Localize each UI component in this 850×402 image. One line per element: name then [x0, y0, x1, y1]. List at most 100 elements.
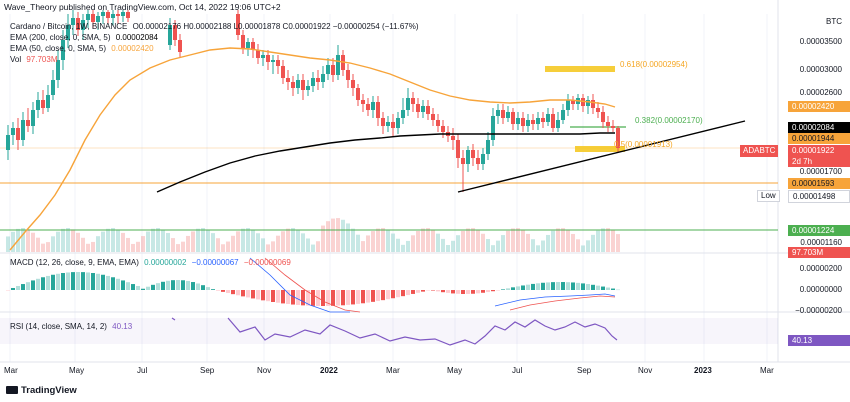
volume-bar: [286, 228, 290, 252]
macd-signal-value: −0.00000069: [243, 258, 291, 267]
macd-hist-bar: [86, 272, 90, 290]
macd-hist-bar: [376, 290, 380, 302]
rsi-legend[interactable]: RSI (14, close, SMA, 14, 2) 40.13: [10, 322, 135, 331]
macd-hist-bar: [16, 285, 20, 290]
legend-ema200-value: 0.00002084: [115, 33, 158, 42]
rsi-price-tag: 40.13: [788, 335, 850, 346]
macd-hist-bar: [211, 289, 215, 290]
candle-body: [296, 80, 300, 88]
volume-bar: [331, 218, 335, 252]
price-axis-label: 0.00001160: [800, 238, 842, 247]
macd-hist-bar: [221, 290, 225, 292]
candle-body: [381, 118, 385, 126]
volume-bar: [416, 230, 420, 252]
legend-vol-row[interactable]: Vol 97.703M: [10, 55, 61, 64]
macd-hist-bar: [141, 288, 145, 290]
macd-hist-bar: [76, 272, 80, 290]
macd-hist-bar: [356, 290, 360, 304]
macd-hist-bar: [46, 275, 50, 290]
macd-hist-bar: [346, 290, 350, 305]
candle-body: [426, 106, 430, 114]
fib-618-label: 0.618(0.00002954): [620, 60, 688, 69]
macd-hist-bar: [256, 290, 260, 300]
ema50-price-tag: 0.00002420: [788, 101, 850, 112]
candle-body: [546, 114, 550, 122]
legend-ema200-row[interactable]: EMA (200, close, 0, SMA, 5) 0.00002084: [10, 33, 161, 42]
candle-body: [561, 110, 565, 120]
price-axis-label: 0.00001700: [799, 167, 842, 176]
candle-body: [316, 78, 320, 82]
macd-hist-bar: [351, 290, 355, 305]
candle-body: [246, 42, 250, 48]
fib-5-label: 0.5(0.00001913): [614, 140, 673, 149]
macd-legend[interactable]: MACD (12, 26, close, 9, EMA, EMA) 0.0000…: [10, 258, 294, 267]
candle-body: [551, 114, 555, 128]
macd-hist-bar: [251, 290, 255, 299]
time-axis-label: Mar: [760, 366, 774, 375]
candle-body: [351, 80, 355, 88]
candle-body: [366, 104, 370, 110]
macd-signal-line: [264, 257, 616, 313]
macd-hist-bar: [586, 284, 590, 290]
macd-hist-bar: [176, 280, 180, 290]
candle-body: [261, 55, 265, 58]
volume-bar: [196, 228, 200, 252]
candle-body: [241, 35, 245, 48]
candle-body: [431, 114, 435, 120]
candle-body: [16, 128, 20, 140]
low-price-tag: 0.00001498: [788, 190, 850, 203]
macd-hist-bar: [396, 290, 400, 298]
macd-hist-bar: [456, 290, 460, 294]
candle-countdown-tag: 2d 7h: [788, 156, 850, 167]
volume-bar: [141, 236, 145, 252]
volume-bar: [166, 233, 170, 252]
volume-bar: [341, 219, 345, 252]
candle-body: [46, 95, 50, 108]
candle-body: [81, 20, 85, 30]
macd-hist-bar: [361, 290, 365, 304]
candle-body: [476, 158, 480, 164]
volume-bar: [446, 244, 450, 252]
candle-body: [168, 25, 172, 45]
volume-bar: [76, 232, 80, 252]
time-axis-label: Jul: [137, 366, 148, 375]
volume-bar: [561, 228, 565, 252]
legend-ema50-row[interactable]: EMA (50, close, 0, SMA, 5) 0.00002420: [10, 44, 157, 53]
macd-hist-bar: [96, 273, 100, 290]
candle-body: [541, 118, 545, 122]
candle-body: [306, 86, 310, 90]
volume-bar: [296, 229, 300, 252]
macd-line: [249, 257, 616, 313]
volume-bar: [361, 241, 365, 252]
macd-hist-bar: [126, 282, 130, 290]
volume-bar: [101, 231, 105, 252]
candles: [6, 10, 620, 192]
time-axis-label: May: [447, 366, 463, 375]
candle-body: [386, 122, 390, 126]
time-axis-label: Nov: [638, 366, 653, 375]
volume-bar: [311, 244, 315, 252]
candle-body: [281, 66, 285, 78]
candle-body: [511, 112, 515, 124]
volume-bar: [591, 234, 595, 252]
macd-hist-bar: [341, 290, 345, 306]
volume-bar: [246, 228, 250, 252]
volume-bar: [386, 229, 390, 252]
macd-hist-bar: [561, 282, 565, 290]
volume-bar: [401, 244, 405, 252]
price-axis-label: 0.00003000: [799, 65, 842, 74]
candle-body: [121, 12, 125, 16]
tradingview-logo[interactable]: TradingView: [6, 385, 77, 396]
volume-bar: [176, 244, 180, 252]
legend-ema50-label: EMA (50, close, 0, SMA, 5): [10, 44, 107, 53]
macd-legend-label: MACD (12, 26, close, 9, EMA, EMA): [10, 258, 139, 267]
volume-bar: [336, 218, 340, 252]
macd-hist-bar: [186, 280, 190, 290]
macd-hist-bar: [571, 282, 575, 290]
macd-hist-bar: [21, 284, 25, 290]
candle-body: [256, 50, 260, 58]
legend-symbol[interactable]: Cardano / Bitcoin, 1W, BINANCE: [10, 22, 128, 31]
volume-bar: [301, 233, 305, 252]
candle-body: [96, 16, 100, 22]
